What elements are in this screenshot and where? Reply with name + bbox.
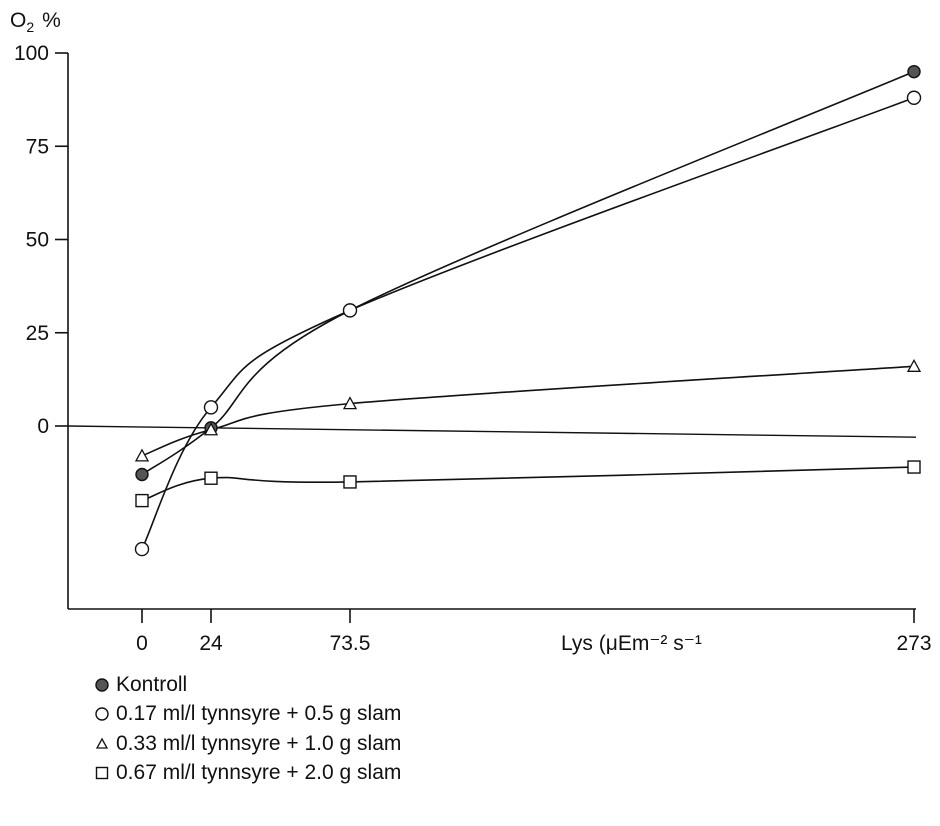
y-tick-label: 50: [26, 229, 49, 252]
y-ticks: 0 25 50 75 100: [14, 42, 68, 438]
y-tick-label: 75: [26, 135, 49, 158]
line-chart: O2% Lys (μEm⁻² s⁻¹ 0 25 50 75 100 0 24 73.5 273: [10, 9, 932, 655]
x-tick-label: 0: [136, 632, 148, 655]
open-square-icon: [95, 767, 109, 780]
y-title-unit: %: [42, 9, 61, 32]
data-point-open-square: [135, 493, 149, 508]
data-point-open-triangle: [134, 448, 150, 462]
data-point-filled-circle: [907, 64, 921, 79]
y-tick-label: 0: [37, 415, 49, 438]
legend-item-series-4: 0.67 ml/l tynnsyre + 2.0 g slam: [94, 759, 401, 789]
open-triangle-icon: [95, 737, 109, 749]
series-line-2: [141, 97, 915, 550]
data-point-open-square: [907, 460, 921, 474]
legend-item-series-3: 0.33 ml/l tynnsyre + 1.0 g slam: [94, 729, 401, 759]
x-ticks: 0 24 73.5 273: [136, 609, 932, 655]
series-lines: [141, 70, 915, 550]
series-line-3: [141, 365, 915, 457]
y-title-main: O: [10, 9, 26, 32]
x-tick-label: 73.5: [330, 632, 371, 655]
legend-label: 0.33 ml/l tynnsyre + 1.0 g slam: [116, 731, 402, 755]
x-tick-label: 24: [199, 632, 223, 655]
open-circle-icon: [95, 707, 109, 721]
x-tick-label: 273: [896, 632, 931, 655]
data-point-filled-circle: [135, 467, 149, 482]
y-tick-label: 25: [26, 322, 49, 345]
data-point-open-circle: [342, 303, 358, 318]
axes: [67, 53, 916, 610]
data-point-open-triangle: [203, 422, 219, 436]
legend: Kontroll 0.17 ml/l tynnsyre + 0.5 g slam…: [94, 670, 401, 788]
y-tick-label: 100: [14, 42, 49, 65]
series-markers: [134, 64, 922, 557]
data-point-open-square: [204, 471, 218, 485]
data-point-open-circle: [134, 541, 150, 557]
series-line-4: [141, 466, 915, 502]
filled-circle-icon: [95, 678, 109, 692]
x-axis-title: Lys (μEm⁻² s⁻¹: [561, 632, 702, 655]
data-point-open-circle: [203, 400, 219, 415]
legend-label: Kontroll: [116, 672, 188, 696]
y-axis-title: O2%: [10, 9, 61, 35]
legend-item-kontroll: Kontroll: [94, 670, 401, 700]
svg-text:O2%: O2%: [10, 9, 61, 35]
data-point-open-triangle: [906, 358, 922, 372]
legend-label: 0.67 ml/l tynnsyre + 2.0 g slam: [116, 761, 402, 785]
data-point-open-triangle: [342, 396, 358, 410]
legend-item-series-2: 0.17 ml/l tynnsyre + 0.5 g slam: [94, 700, 401, 730]
legend-label: 0.17 ml/l tynnsyre + 0.5 g slam: [116, 702, 402, 726]
data-point-open-square: [343, 475, 357, 489]
y-title-sub: 2: [26, 19, 34, 35]
data-point-open-circle: [906, 90, 922, 105]
series-line-1: [141, 70, 915, 476]
